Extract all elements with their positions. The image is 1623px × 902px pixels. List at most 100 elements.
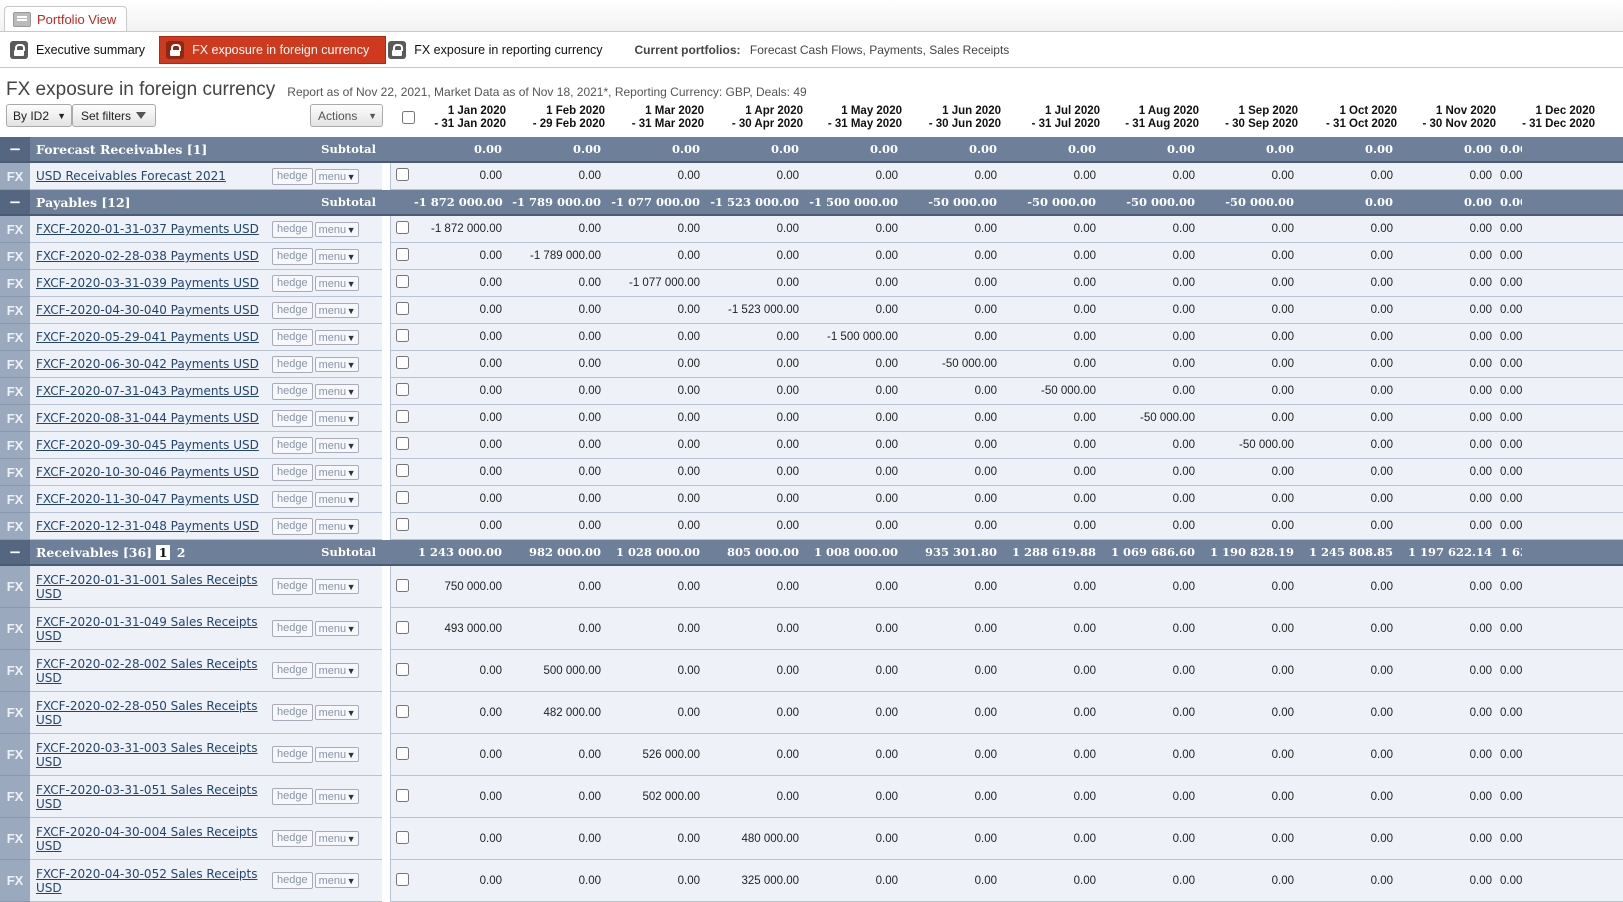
hedge-button[interactable]: hedge bbox=[272, 409, 313, 427]
page-link[interactable]: 2 bbox=[176, 544, 186, 560]
row-checkbox[interactable] bbox=[395, 830, 409, 844]
row-checkbox[interactable] bbox=[395, 704, 409, 718]
menu-dropdown[interactable]: menu ▼ bbox=[314, 873, 359, 888]
hedge-button[interactable]: hedge bbox=[272, 578, 313, 595]
collapse-group-icon[interactable]: − bbox=[0, 189, 30, 216]
row-checkbox[interactable] bbox=[395, 302, 409, 315]
menu-dropdown[interactable]: menu ▼ bbox=[314, 248, 359, 264]
deal-link[interactable]: FXCF-2020-01-31-049 Sales Receipts USD bbox=[36, 614, 258, 643]
deal-link[interactable]: FXCF-2020-06-30-042 Payments USD bbox=[36, 357, 259, 371]
row-checkbox[interactable] bbox=[395, 662, 409, 676]
row-checkbox[interactable] bbox=[395, 578, 409, 592]
hedge-button[interactable]: hedge bbox=[272, 704, 313, 721]
deal-link[interactable]: FXCF-2020-10-30-046 Payments USD bbox=[36, 465, 259, 479]
row-checkbox[interactable] bbox=[395, 410, 409, 423]
hedge-button[interactable]: hedge bbox=[272, 620, 313, 637]
page-link[interactable]: 1 bbox=[156, 544, 171, 560]
row-checkbox[interactable] bbox=[395, 872, 409, 886]
row-checkbox[interactable] bbox=[395, 248, 409, 261]
deal-link[interactable]: FXCF-2020-02-28-002 Sales Receipts USD bbox=[36, 656, 258, 685]
row-checkbox[interactable] bbox=[395, 620, 409, 634]
menu-dropdown[interactable]: menu ▼ bbox=[314, 464, 359, 480]
deal-link[interactable]: FXCF-2020-04-30-052 Sales Receipts USD bbox=[36, 866, 258, 895]
deal-link[interactable]: FXCF-2020-05-29-041 Payments USD bbox=[36, 330, 259, 344]
row-checkbox[interactable] bbox=[395, 464, 409, 477]
hedge-button[interactable]: hedge bbox=[272, 788, 313, 805]
menu-dropdown[interactable]: menu ▼ bbox=[314, 663, 359, 678]
deal-link[interactable]: FXCF-2020-02-28-038 Payments USD bbox=[36, 249, 259, 263]
tab-portfolio-view[interactable]: Portfolio View bbox=[4, 6, 128, 31]
row-checkbox[interactable] bbox=[395, 329, 409, 342]
deal-link[interactable]: FXCF-2020-11-30-047 Payments USD bbox=[36, 492, 259, 506]
hedge-button[interactable]: hedge bbox=[272, 274, 313, 292]
select-all-checkbox[interactable] bbox=[402, 111, 415, 124]
deal-link[interactable]: FXCF-2020-12-31-048 Payments USD bbox=[36, 519, 259, 533]
deal-link[interactable]: FXCF-2020-03-31-003 Sales Receipts USD bbox=[36, 740, 258, 769]
tab-fx-exposure-reporting[interactable]: FX exposure in reporting currency bbox=[386, 37, 616, 63]
menu-dropdown[interactable]: menu ▼ bbox=[314, 621, 359, 636]
menu-dropdown[interactable]: menu ▼ bbox=[314, 410, 359, 426]
deal-link[interactable]: FXCF-2020-04-30-004 Sales Receipts USD bbox=[36, 824, 258, 853]
row-checkbox[interactable] bbox=[395, 491, 409, 504]
group-by-dropdown[interactable]: By ID2 ▼ bbox=[6, 104, 72, 127]
menu-dropdown[interactable]: menu ▼ bbox=[314, 437, 359, 453]
hedge-button[interactable]: hedge bbox=[272, 355, 313, 373]
deal-link[interactable]: FXCF-2020-01-31-001 Sales Receipts USD bbox=[36, 572, 258, 601]
row-checkbox[interactable] bbox=[395, 437, 409, 450]
deal-link[interactable]: FXCF-2020-03-31-051 Sales Receipts USD bbox=[36, 782, 258, 811]
tab-executive-summary[interactable]: Executive summary bbox=[8, 37, 159, 63]
menu-dropdown[interactable]: menu ▼ bbox=[314, 491, 359, 507]
hedge-button[interactable]: hedge bbox=[272, 463, 313, 481]
deal-link[interactable]: FXCF-2020-02-28-050 Sales Receipts USD bbox=[36, 698, 258, 727]
menu-dropdown[interactable]: menu ▼ bbox=[314, 302, 359, 318]
divider bbox=[382, 775, 390, 818]
set-filters-button[interactable]: Set filters bbox=[72, 104, 156, 127]
menu-dropdown[interactable]: menu ▼ bbox=[314, 518, 359, 534]
menu-dropdown[interactable]: menu ▼ bbox=[314, 275, 359, 291]
tab-fx-exposure-foreign[interactable]: FX exposure in foreign currency bbox=[159, 35, 387, 64]
row-checkbox[interactable] bbox=[395, 383, 409, 396]
hedge-button[interactable]: hedge bbox=[272, 746, 313, 763]
hedge-button[interactable]: hedge bbox=[272, 517, 313, 535]
hedge-button[interactable]: hedge bbox=[272, 301, 313, 319]
collapse-group-icon[interactable]: − bbox=[0, 539, 30, 566]
hedge-button[interactable]: hedge bbox=[272, 220, 313, 238]
actions-dropdown[interactable]: Actions ▼ bbox=[310, 104, 383, 127]
deal-link[interactable]: FXCF-2020-07-31-043 Payments USD bbox=[36, 384, 259, 398]
hedge-button[interactable]: hedge bbox=[272, 436, 313, 454]
menu-dropdown[interactable]: menu ▼ bbox=[314, 705, 359, 720]
row-checkbox[interactable] bbox=[395, 788, 409, 802]
menu-dropdown[interactable]: menu ▼ bbox=[314, 747, 359, 762]
row-checkbox[interactable] bbox=[395, 746, 409, 760]
menu-dropdown[interactable]: menu ▼ bbox=[314, 221, 359, 237]
hedge-button[interactable]: hedge bbox=[272, 382, 313, 400]
hedge-button[interactable]: hedge bbox=[272, 328, 313, 346]
hedge-button[interactable]: hedge bbox=[272, 830, 313, 847]
hedge-button[interactable]: hedge bbox=[272, 490, 313, 508]
row-checkbox[interactable] bbox=[395, 356, 409, 369]
menu-dropdown[interactable]: menu ▼ bbox=[314, 168, 359, 184]
menu-dropdown[interactable]: menu ▼ bbox=[314, 383, 359, 399]
menu-dropdown[interactable]: menu ▼ bbox=[314, 356, 359, 372]
exposure-value: 0.00 bbox=[1401, 485, 1500, 513]
hedge-button[interactable]: hedge bbox=[272, 167, 313, 185]
menu-dropdown[interactable]: menu ▼ bbox=[314, 579, 359, 594]
hedge-button[interactable]: hedge bbox=[272, 872, 313, 889]
menu-dropdown[interactable]: menu ▼ bbox=[314, 831, 359, 846]
deal-link[interactable]: FXCF-2020-01-31-037 Payments USD bbox=[36, 222, 259, 236]
row-checkbox[interactable] bbox=[395, 518, 409, 531]
deal-link[interactable]: FXCF-2020-03-31-039 Payments USD bbox=[36, 276, 259, 290]
row-checkbox[interactable] bbox=[395, 168, 409, 181]
deal-link[interactable]: FXCF-2020-09-30-045 Payments USD bbox=[36, 438, 259, 452]
collapse-group-icon[interactable]: − bbox=[0, 137, 30, 163]
deal-link[interactable]: USD Receivables Forecast 2021 bbox=[36, 169, 226, 183]
menu-dropdown[interactable]: menu ▼ bbox=[314, 329, 359, 345]
hedge-button[interactable]: hedge bbox=[272, 247, 313, 265]
row-checkbox[interactable] bbox=[395, 221, 409, 234]
deal-link[interactable]: FXCF-2020-08-31-044 Payments USD bbox=[36, 411, 259, 425]
menu-dropdown[interactable]: menu ▼ bbox=[314, 789, 359, 804]
row-checkbox[interactable] bbox=[395, 275, 409, 288]
hedge-button[interactable]: hedge bbox=[272, 662, 313, 679]
deal-link[interactable]: FXCF-2020-04-30-040 Payments USD bbox=[36, 303, 259, 317]
exposure-value: 0.00 bbox=[1401, 458, 1500, 486]
